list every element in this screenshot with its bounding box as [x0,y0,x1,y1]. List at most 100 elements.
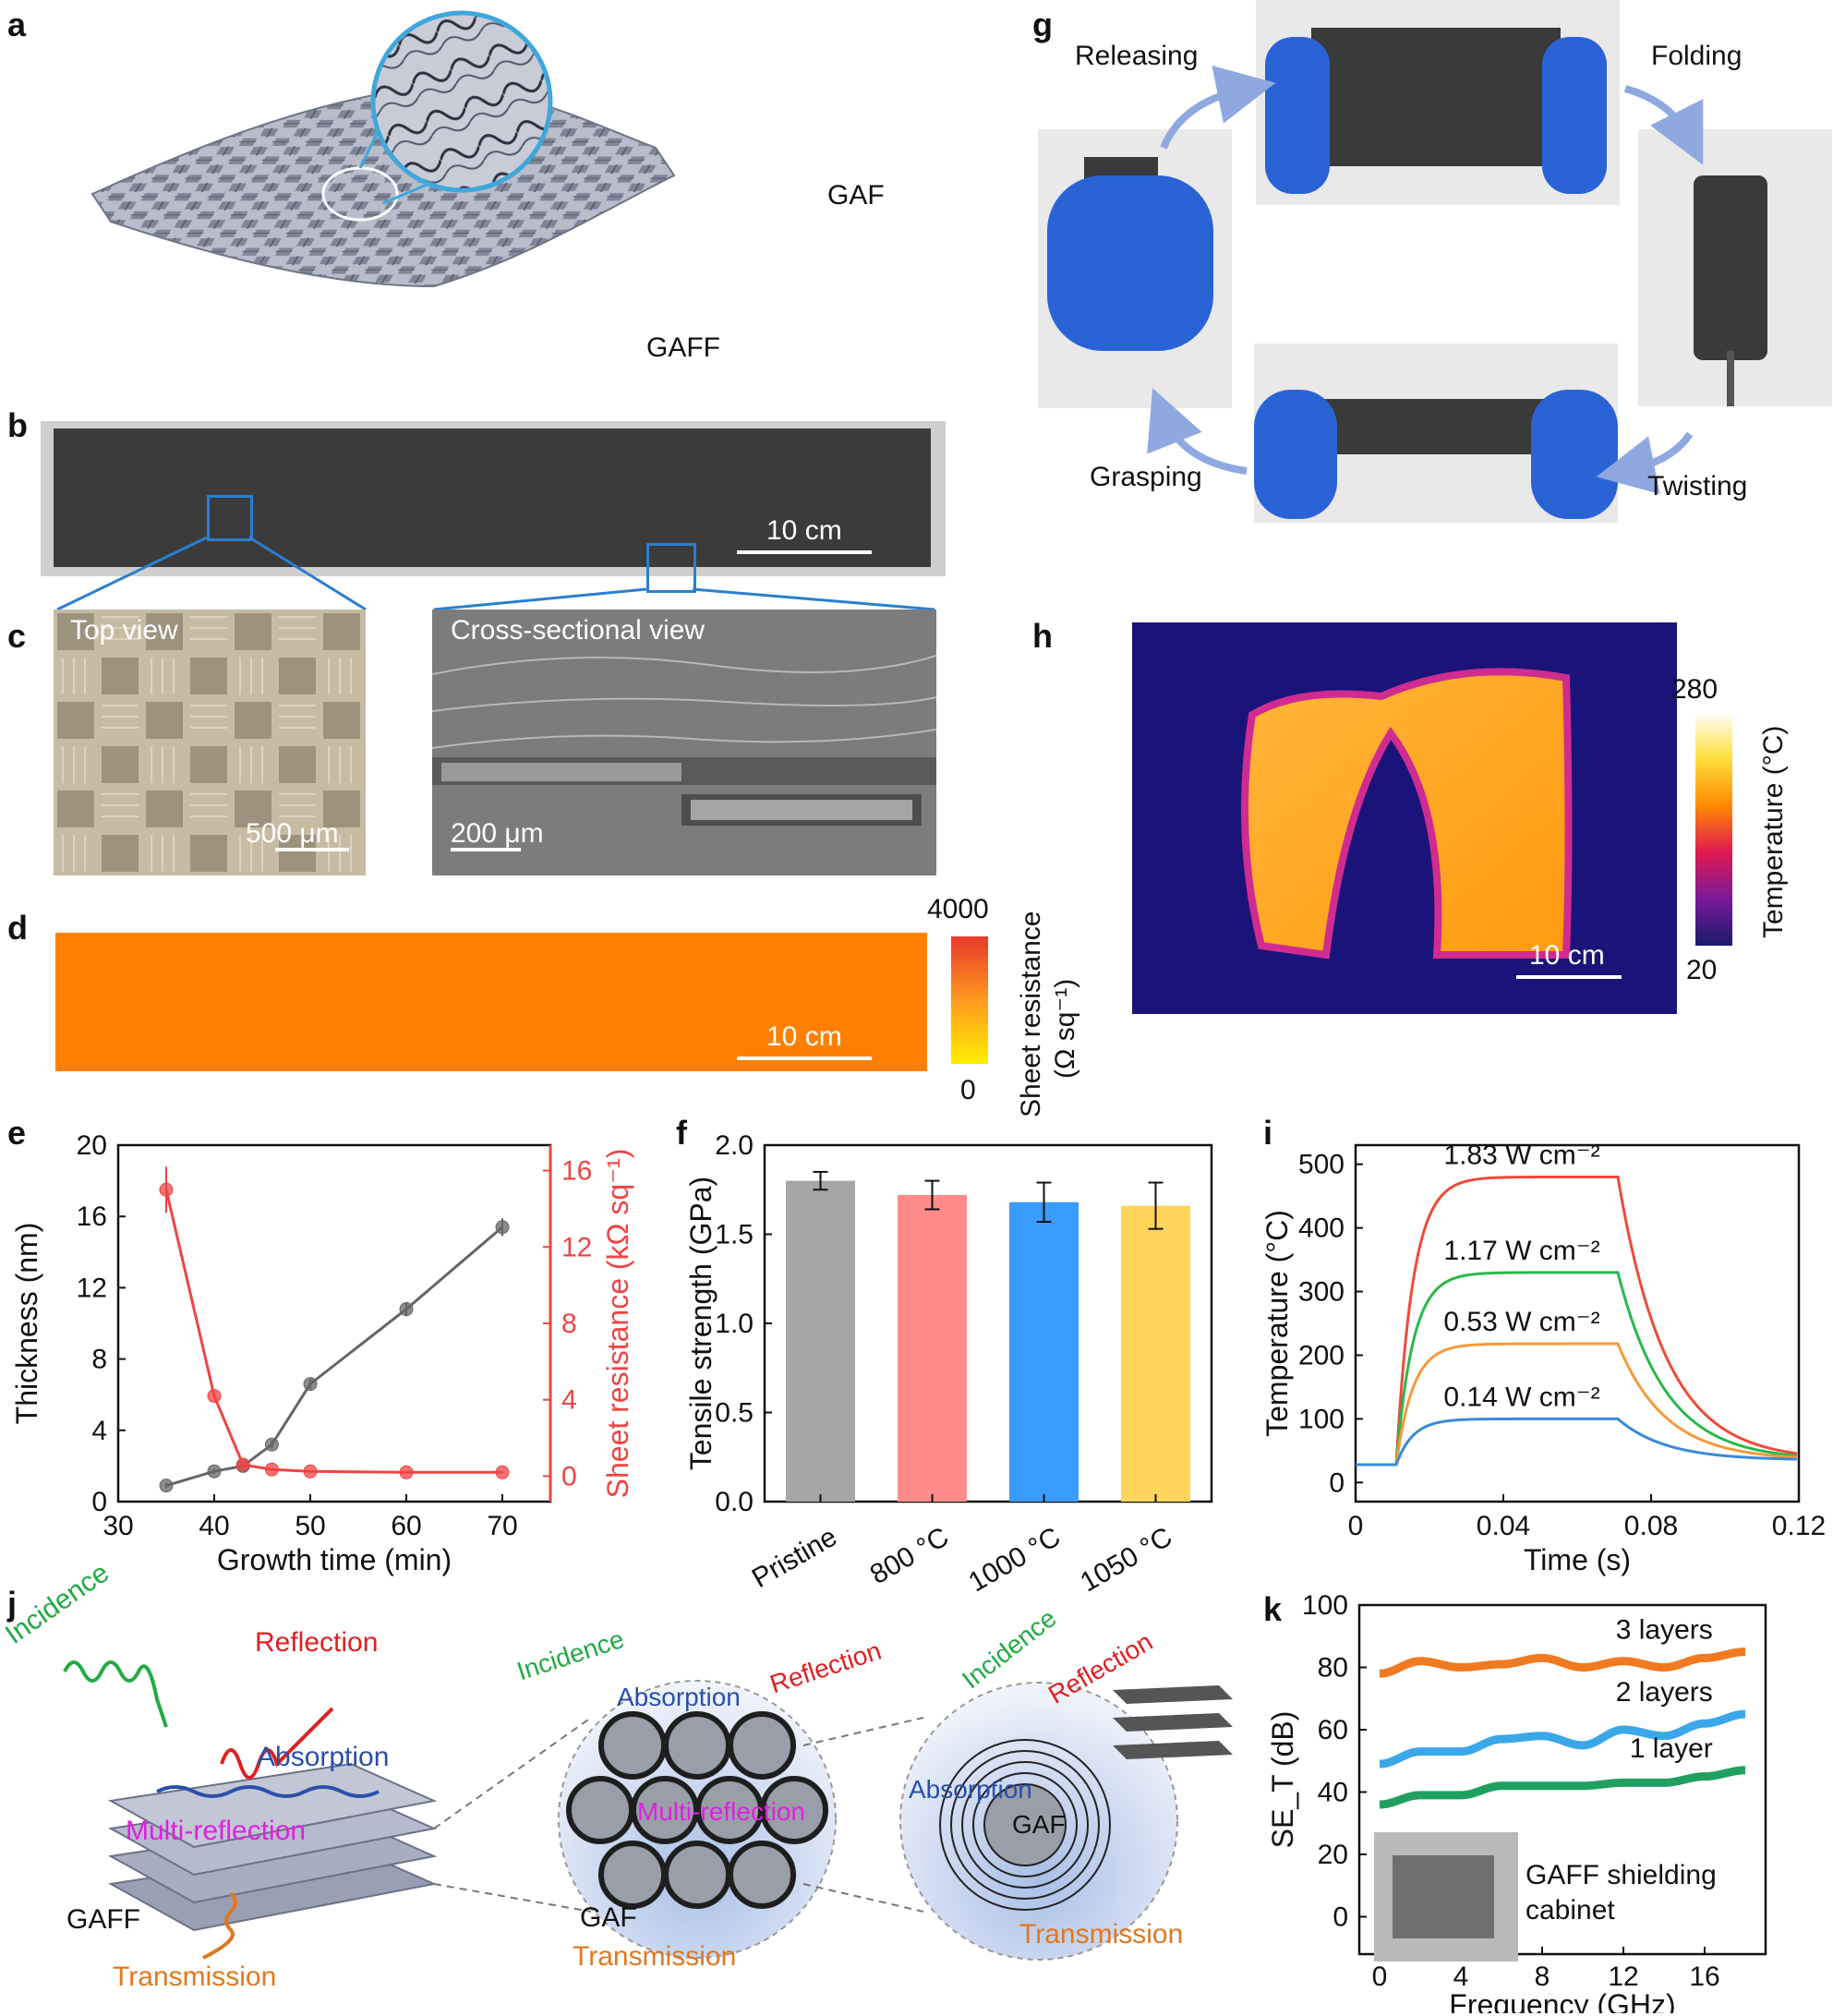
bar [1008,1201,1079,1502]
chart-e-thickness-resistance: 30 40 50 60 70 0 4 8 12 16 20 0 4 8 12 16 Growth time (m… [10,1130,634,1576]
chart-k-shielding-effectiveness: 0 4 8 12 16 0 20 40 60 80 100 Frequency (GHz) SE_T (… [1266,1590,1767,2013]
label-folding: Folding [1651,41,1743,71]
x-tick-label: Pristine [747,1521,842,1594]
j-transmission-2: Transmission [573,1941,737,1972]
j-transmission-3: Transmission [1019,1919,1184,1950]
x-tick-label: 12 [1608,1962,1638,1992]
panel-label-e: e [7,1114,27,1152]
gaff-label: GAFF [646,332,720,363]
j-multireflection-2: Multi-reflection [637,1797,806,1826]
panel-label-j: j [7,1585,18,1623]
y-tick-label: 20 [1318,1840,1348,1870]
y-axis-label: Thickness (nm) [10,1223,43,1425]
series-label: 1 layer [1630,1733,1713,1764]
x-tick-label: 0.08 [1624,1511,1678,1541]
y-tick-label: 20 [77,1130,107,1161]
data-point [399,1465,414,1479]
panel-label-h: h [1032,617,1053,655]
zoom-box-cross [646,543,696,593]
series-label: 0.53 W cm⁻² [1443,1307,1599,1337]
panel-label-c: c [7,617,27,655]
j-transmission-1: Transmission [113,1962,277,1992]
series-line-0 [165,1225,503,1488]
y-tick-label: 0.0 [715,1487,754,1517]
j-gaf-label-2: GAF [580,1902,637,1933]
y-right-tick-label: 16 [561,1156,592,1187]
photo-folded [1638,129,1832,406]
colorbar-h-max: 280 [1671,674,1718,705]
x-tick-label: 0 [1348,1511,1364,1541]
x-tick-label: 8 [1535,1962,1550,1992]
y-tick-label: 2.0 [715,1130,754,1161]
x-tick-label: 16 [1689,1962,1719,1992]
y-axis-label: SE_T (dB) [1266,1711,1299,1849]
colorbar-d-title-1: Sheet resistance [1016,911,1046,1117]
data-point [207,1389,222,1404]
y-right-tick-label: 0 [561,1461,577,1491]
series-label: 2 layers [1616,1677,1713,1708]
series-line-0 [1356,1175,1798,1467]
y-axis-label: Temperature (°C) [1260,1210,1294,1437]
label-releasing: Releasing [1075,41,1199,71]
y-tick-label: 1.0 [715,1309,754,1339]
j-reflection-1: Reflection [255,1627,379,1658]
scale-bar-b [737,550,872,554]
series-label: 0.14 W cm⁻² [1443,1382,1599,1412]
temperature-colorbar [1695,711,1732,946]
data-point [264,1462,279,1477]
y-tick-label: 500 [1298,1150,1345,1180]
sheet-resistance-map [55,933,927,1071]
j-absorption-2: Absorption [617,1683,741,1711]
data-point [303,1464,318,1479]
chart-i-temperature: 0 0.04 0.08 0.12 0 100 200 300 400 500 Time (s) Tem… [1260,1140,1826,1576]
data-point [303,1377,318,1392]
x-tick-label: 1000 °C [963,1521,1066,1598]
y-tick-label: 16 [77,1201,107,1232]
x-tick-label: 800 °C [865,1521,954,1590]
top-view-scale-bar [275,848,349,851]
top-view-micrograph [54,610,366,875]
y-tick-label: 0 [1333,1902,1348,1933]
y-right-axis-label: Sheet resistance (kΩ sq⁻¹) [601,1149,634,1499]
x-axis-label: Time (s) [1524,1543,1631,1576]
x-tick-label: 60 [391,1511,421,1541]
series-label: 3 layers [1616,1615,1713,1646]
x-tick-label: 0.04 [1477,1511,1530,1541]
series-line-1 [1356,1271,1798,1467]
data-point [264,1437,279,1452]
scale-bar-d [737,1056,872,1060]
bar [1120,1205,1191,1502]
fabric-strip-photo [54,429,931,567]
shielding-cabinet-photo [1374,1832,1518,1962]
top-view-label: Top view [70,615,178,646]
k-inset-text-1: GAFF shielding [1525,1860,1717,1890]
j-absorption-3: Absorption [909,1775,1032,1804]
scale-label-b: 10 cm [766,515,842,546]
panel-label-f: f [676,1114,687,1152]
photo-twisted [1254,344,1618,523]
scale-label-d: 10 cm [766,1021,842,1052]
y-tick-label: 0.5 [715,1398,754,1429]
chart-f-tensile-strength: 0.0 0.5 1.0 1.5 2.0 Tensile strength (GPa) Pri… [684,1130,1213,1598]
x-tick-label: 4 [1453,1962,1469,1992]
series-line-1 [164,1189,502,1474]
y-tick-label: 100 [1302,1590,1348,1621]
data-point [159,1479,174,1493]
y-tick-label: 100 [1298,1404,1345,1434]
cross-section-micrograph [432,610,936,875]
zoom-box-top [207,495,253,541]
series-label: 1.17 W cm⁻² [1443,1236,1599,1266]
scale-bar-h [1516,975,1622,979]
y-right-tick-label: 8 [561,1309,577,1339]
x-tick-label: 50 [295,1511,325,1541]
panel-label-k: k [1263,1590,1283,1628]
y-tick-label: 12 [77,1273,107,1303]
y-tick-label: 1.5 [715,1220,754,1250]
panel-label-d: d [7,909,28,947]
cycle-arrows [1147,65,1704,495]
data-point [495,1465,510,1479]
x-tick-label: 0.12 [1772,1511,1826,1541]
series-line-0 [1377,1648,1748,1678]
series-line-2 [1377,1766,1748,1809]
y-right-tick-label: 12 [561,1232,592,1262]
